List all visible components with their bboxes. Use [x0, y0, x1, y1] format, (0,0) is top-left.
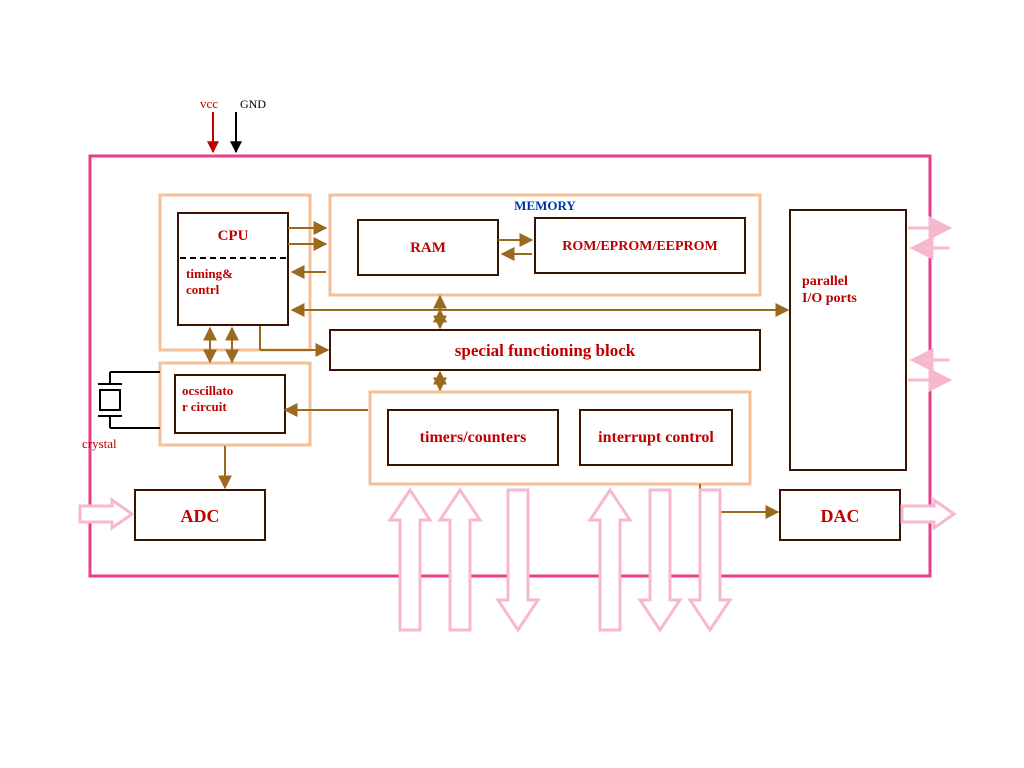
osc-label-2: r circuit: [182, 399, 227, 414]
adc-label: ADC: [181, 506, 220, 526]
rom-label: ROM/EPROM/EEPROM: [562, 239, 718, 254]
timing-label-1: timing&: [186, 266, 233, 281]
diagram-root: vcc GND CPU timing& contrl MEMORY RAM RO…: [0, 0, 1024, 768]
dac-label: DAC: [821, 506, 860, 526]
vcc-label: vcc: [200, 96, 218, 111]
interrupt-label: interrupt control: [598, 429, 714, 446]
timing-label-2: contrl: [186, 282, 220, 297]
pio-label-1: parallel: [802, 274, 848, 289]
timers-label: timers/counters: [420, 429, 527, 446]
pio-box: [790, 210, 906, 470]
osc-label-1: ocscillato: [182, 383, 233, 398]
memory-title: MEMORY: [514, 198, 576, 213]
crystal-label: crystal: [82, 436, 117, 451]
pio-label-2: I/O ports: [802, 291, 857, 306]
cpu-label: CPU: [218, 228, 249, 244]
ram-label: RAM: [410, 240, 446, 256]
sfb-label: special functioning block: [455, 341, 636, 360]
gnd-label: GND: [240, 97, 266, 111]
